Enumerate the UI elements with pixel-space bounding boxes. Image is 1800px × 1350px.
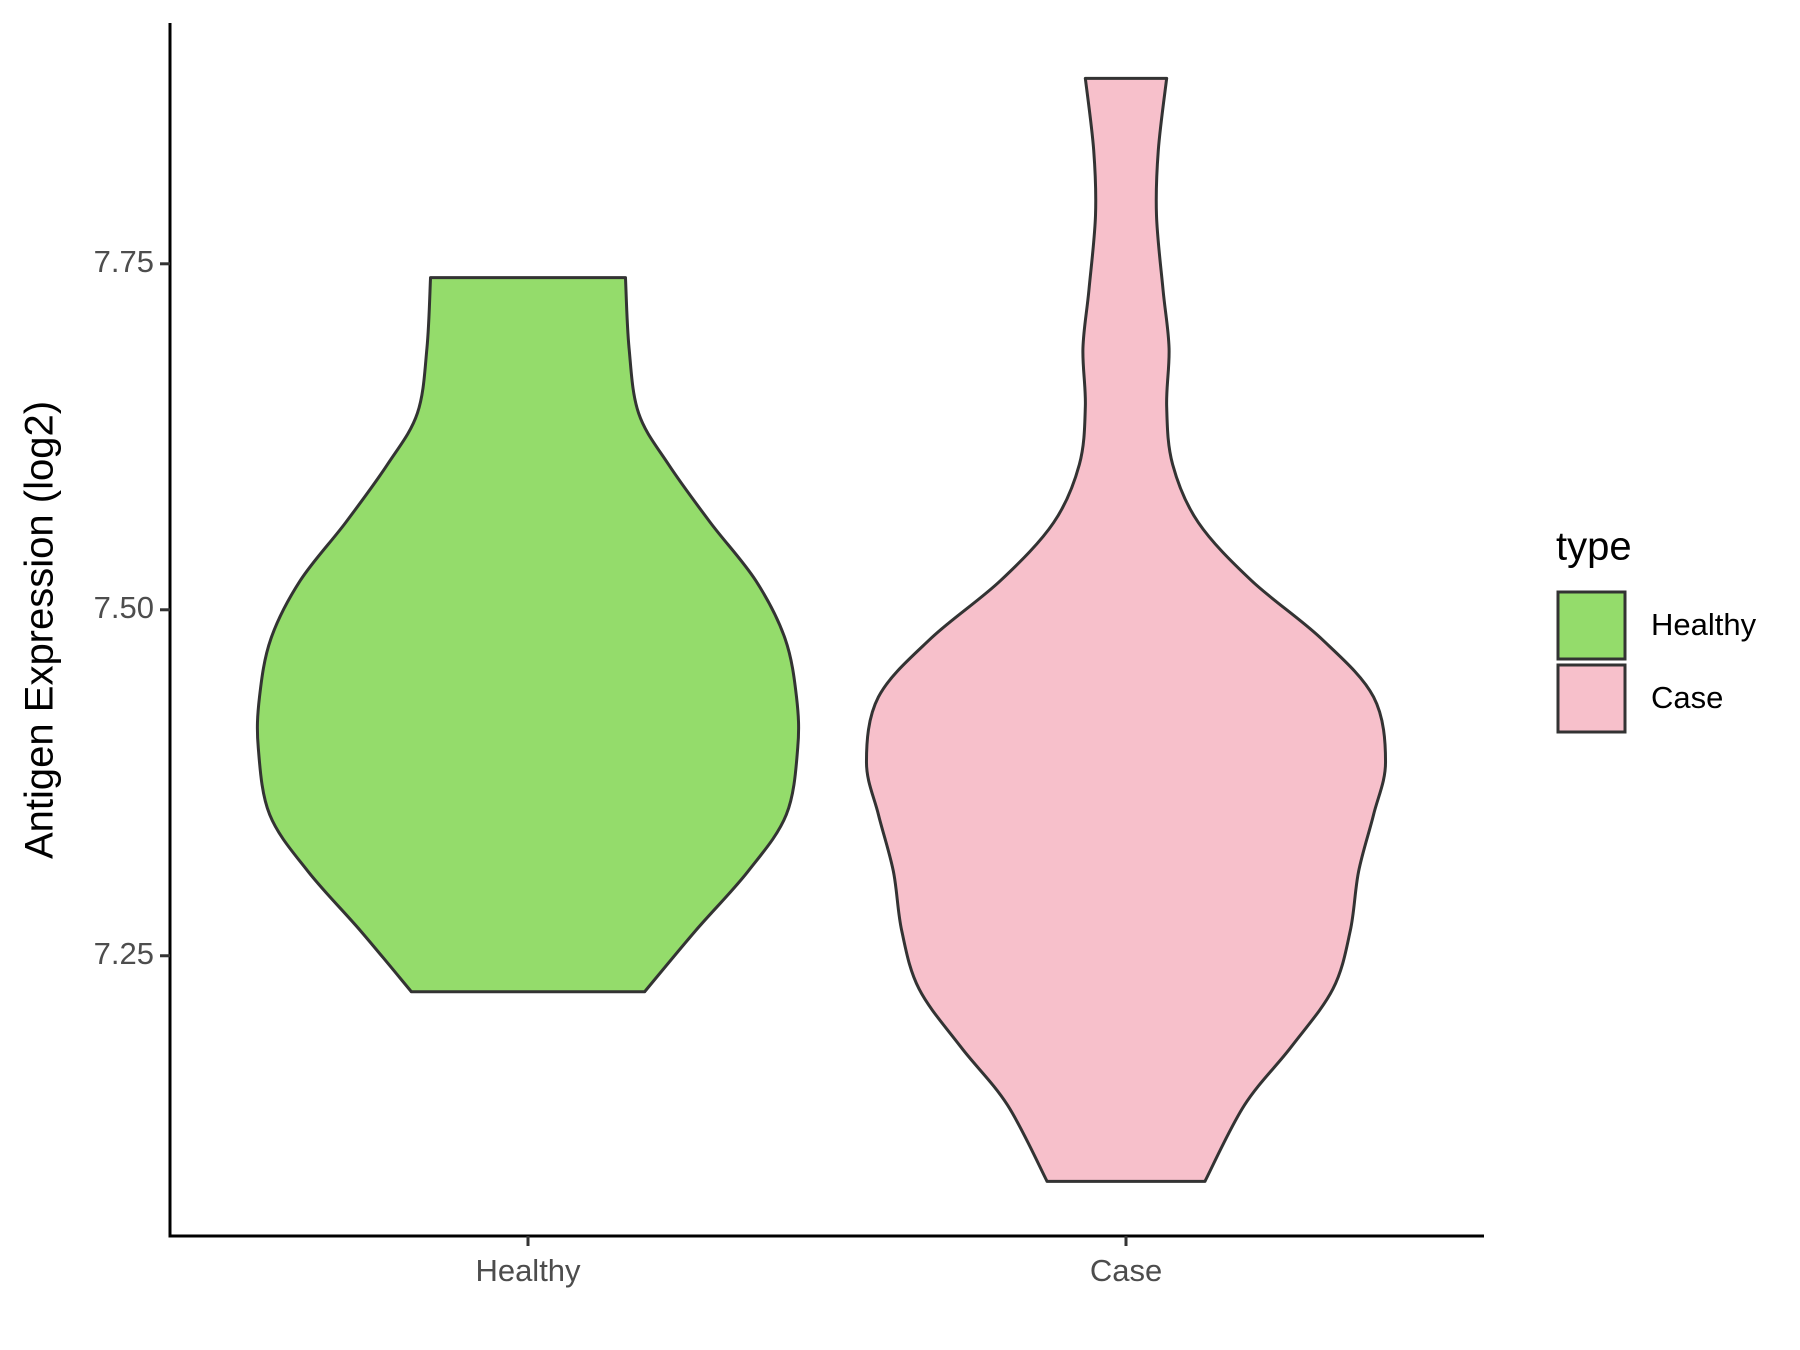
violin-fill — [256, 276, 529, 993]
violin-outline — [623, 277, 801, 993]
y-tick-label: 7.50 — [94, 590, 154, 625]
legend-label: Case — [1651, 680, 1723, 715]
violin-outline — [1154, 78, 1388, 1183]
x-tick-label: Case — [1090, 1253, 1162, 1288]
x-tick-label: Healthy — [475, 1253, 581, 1288]
violin-outline — [255, 277, 433, 993]
legend-key — [1556, 663, 1627, 734]
y-axis-label: Antigen Expression (log2) — [18, 401, 62, 859]
y-tick-label: 7.75 — [94, 244, 154, 279]
violin-fill — [527, 276, 800, 993]
legend-label: Healthy — [1651, 607, 1757, 642]
legend-title: type — [1556, 525, 1632, 569]
y-tick-label: 7.25 — [94, 936, 154, 971]
violin-fill — [1125, 77, 1387, 1183]
violin-outline — [864, 78, 1098, 1183]
violin-fill — [865, 77, 1127, 1183]
legend-key — [1556, 590, 1627, 661]
